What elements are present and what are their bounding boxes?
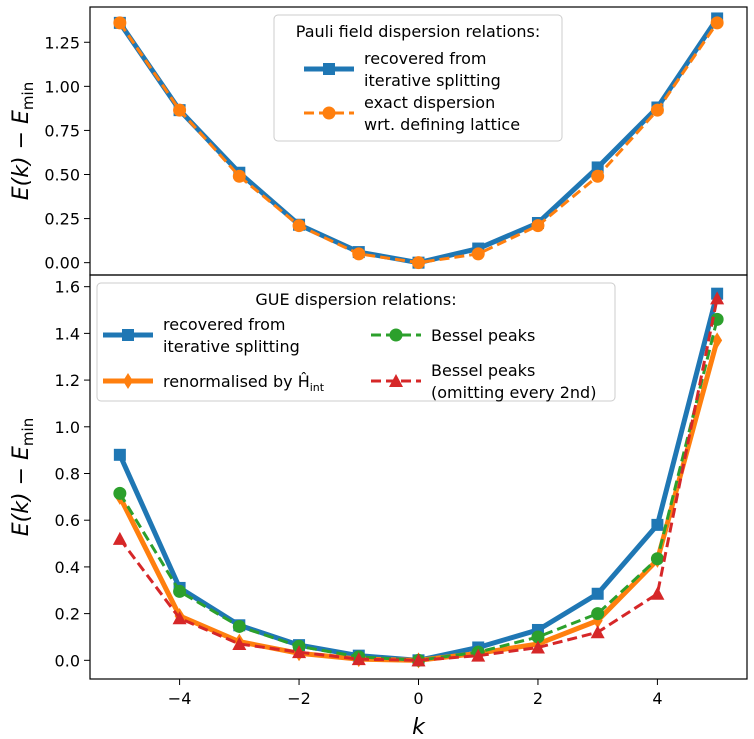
y-axis-label: E(k) − Emin: [9, 418, 37, 536]
data-point: [590, 625, 605, 639]
legend-label: exact dispersion: [364, 93, 495, 112]
legend: GUE dispersion relations: recovered from i…: [96, 282, 616, 402]
y-tick-label: 1.2: [55, 371, 80, 390]
legend-label: (omitting every 2nd): [431, 383, 596, 402]
y-tick-label: 0.2: [55, 605, 80, 624]
data-point: [172, 611, 187, 625]
legend-label: iterative splitting: [364, 71, 501, 90]
data-point: [471, 648, 486, 662]
data-point: [591, 587, 604, 600]
data-point: [531, 630, 545, 644]
data-point: [591, 607, 605, 621]
data-point: [712, 332, 723, 349]
y-tick-label: 0.75: [44, 121, 80, 140]
data-point: [650, 103, 664, 117]
bottom-panel: 0.0 0.2 0.4 0.6 0.8 1.0 1.2 1.4 1.6 −4 −2 0 2 4 E(k) −…: [9, 274, 748, 739]
y-tick-label: 0.4: [55, 558, 80, 577]
series-group: [112, 287, 725, 669]
legend-label: Bessel peaks: [431, 326, 535, 345]
data-point: [471, 247, 485, 261]
data-point: [113, 486, 127, 500]
x-axis-label: k: [412, 715, 426, 739]
series-group: [113, 12, 724, 270]
data-point: [710, 312, 724, 326]
data-point: [352, 247, 366, 261]
y-tick-label: 1.0: [55, 418, 80, 437]
y-tick-label: 1.6: [55, 278, 80, 297]
x-tick-label: 2: [533, 689, 543, 708]
data-point: [531, 219, 545, 233]
legend-label: Bessel peaks: [431, 361, 535, 380]
axes-frame: [89, 274, 748, 680]
x-tick-label: −4: [168, 689, 192, 708]
data-point: [232, 169, 246, 183]
legend-label: renormalised by Ĥint: [163, 372, 325, 394]
legend-marker: [123, 373, 133, 389]
data-point: [591, 161, 604, 174]
legend-marker: [122, 329, 134, 341]
x-tick-label: 0: [413, 689, 423, 708]
y-tick-label: 0.00: [44, 254, 80, 273]
y-tick-label: 0.0: [55, 651, 80, 670]
data-point: [530, 640, 545, 654]
data-point: [351, 652, 366, 666]
data-point: [591, 169, 605, 183]
data-point: [650, 586, 665, 600]
data-point: [650, 552, 664, 566]
data-point: [710, 16, 724, 30]
legend-marker: [322, 106, 336, 120]
y-tick-label: 1.4: [55, 324, 80, 343]
legend-label: iterative splitting: [163, 337, 300, 356]
y-tick-label: 1.25: [44, 33, 80, 52]
series-line: [118, 298, 719, 662]
legend-label: wrt. defining lattice: [364, 115, 520, 134]
legend-label: recovered from: [163, 315, 286, 334]
legend-box: [273, 14, 563, 142]
legend-marker: [323, 63, 335, 75]
data-point: [232, 619, 246, 633]
legend-label: recovered from: [364, 49, 487, 68]
data-point: [113, 16, 127, 30]
data-point: [651, 518, 664, 531]
y-tick-label: 0.8: [55, 464, 80, 483]
y-tick-label: 0.25: [44, 210, 80, 229]
data-point: [112, 531, 127, 545]
legend-title: GUE dispersion relations:: [255, 290, 456, 309]
data-point: [232, 636, 247, 650]
data-point: [710, 291, 725, 305]
legend-marker: [389, 328, 403, 342]
data-point: [411, 653, 426, 667]
data-point: [173, 103, 187, 117]
data-point: [113, 448, 126, 461]
data-point: [412, 256, 425, 270]
data-point: [292, 645, 307, 659]
y-tick-label: 1.00: [44, 77, 80, 96]
y-tick-label: 0.6: [55, 511, 80, 530]
x-tick-label: 4: [652, 689, 662, 708]
y-axis-label: E(k) − Emin: [9, 82, 37, 200]
data-point: [292, 219, 306, 233]
legend-marker: [389, 374, 403, 387]
legend-box: [96, 282, 616, 402]
legend-title: Pauli field dispersion relations:: [296, 22, 540, 41]
y-tick-label: 0.50: [44, 166, 80, 185]
legend: Pauli field dispersion relations: recover…: [273, 14, 563, 142]
top-panel: 0.00 0.25 0.50 0.75 1.00 1.25 E(k) − Emin Pauli…: [9, 6, 748, 276]
x-tick-label: −2: [287, 689, 311, 708]
data-point: [173, 584, 187, 598]
